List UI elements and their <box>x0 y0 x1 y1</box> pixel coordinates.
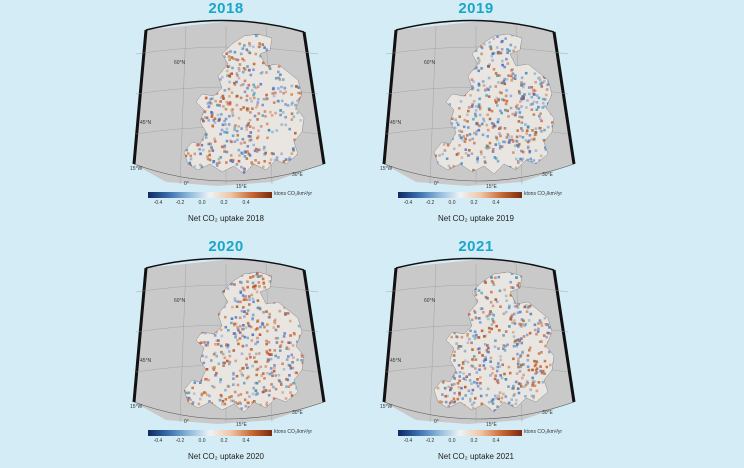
lat-label-45n: 45°N <box>390 120 402 126</box>
lon-label-15w: 15°W <box>380 166 393 172</box>
panel-year: 2018 <box>208 0 244 17</box>
lat-label-45n: 45°N <box>140 358 152 364</box>
lat-label-60n: 60°N <box>174 298 186 304</box>
colorbar-tick-label: -0.4 <box>153 200 163 206</box>
colorbar-gradient <box>148 430 272 436</box>
panel-year: 2019 <box>458 0 494 17</box>
map-panel-2021: 2021 60°N 45°N 15°W 0° 15°E 30°E ktons C… <box>376 238 576 468</box>
colorbar-tick-label: 0.4 <box>492 200 500 206</box>
lon-label-30e: 30°E <box>292 410 303 416</box>
map-panel-2020: 2020 60°N 45°N 15°W 0° 15°E 30°E ktons C… <box>126 238 326 468</box>
lon-label-0: 0° <box>184 419 189 425</box>
lon-label-15w: 15°W <box>380 404 393 410</box>
colorbar-unit: ktons CO₂/km²/yr <box>524 191 563 197</box>
colorbar-tick-label: 0.4 <box>492 438 500 444</box>
colorbar-tick-label: 0.0 <box>448 438 456 444</box>
colorbar: ktons CO₂/km²/yr -0.4 -0.2 0.0 0.2 0.4 <box>148 191 312 212</box>
colorbar-tick-label: -0.4 <box>153 438 163 444</box>
map-panel-2019: 2019 60°N 45°N 15°W 0° 15°E 30°E ktons C… <box>376 0 576 230</box>
colorbar-ticks: -0.4 -0.2 0.0 0.2 0.4 <box>398 200 522 208</box>
map-europe <box>382 19 576 186</box>
colorbar-unit: ktons CO₂/km²/yr <box>524 429 563 435</box>
lon-label-30e: 30°E <box>542 172 553 178</box>
colorbar-tick-label: 0.2 <box>220 200 228 206</box>
panel-caption: Net CO₂ uptake 2020 <box>187 452 265 461</box>
lon-label-15e: 15°E <box>236 422 247 428</box>
lon-label-30e: 30°E <box>542 410 553 416</box>
colorbar-tick-label: 0.4 <box>242 200 250 206</box>
lon-label-0: 0° <box>434 419 439 425</box>
colorbar-tick-label: 0.0 <box>198 438 206 444</box>
colorbar-ticks: -0.4 -0.2 0.0 0.2 0.4 <box>148 438 272 446</box>
colorbar-tick-label: -0.2 <box>175 438 185 444</box>
map-europe <box>132 19 326 186</box>
colorbar-tick-label: 0.0 <box>448 200 456 206</box>
map-panel-2018: 2018 60°N 45°N 15°W 0° 15°E 30°E ktons C… <box>126 0 326 230</box>
colorbar: ktons CO₂/km²/yr -0.4 -0.2 0.0 0.2 0.4 <box>398 191 562 212</box>
panel-caption: Net CO₂ uptake 2019 <box>437 214 515 223</box>
colorbar-unit: ktons CO₂/km²/yr <box>274 429 313 435</box>
colorbar-tick-label: -0.4 <box>403 200 413 206</box>
colorbar-tick-label: -0.2 <box>175 200 185 206</box>
colorbar-unit: ktons CO₂/km²/yr <box>274 191 313 197</box>
lon-label-0: 0° <box>434 181 439 187</box>
colorbar-tick-label: 0.2 <box>470 200 478 206</box>
colorbar: ktons CO₂/km²/yr -0.4 -0.2 0.0 0.2 0.4 <box>398 429 562 450</box>
colorbar-tick-label: -0.2 <box>425 200 435 206</box>
panel-year: 2021 <box>458 238 494 255</box>
colorbar-gradient <box>148 192 272 198</box>
panel-year: 2020 <box>208 238 244 255</box>
lat-label-60n: 60°N <box>174 60 186 66</box>
lon-label-15w: 15°W <box>130 166 143 172</box>
colorbar-tick-label: 0.2 <box>220 438 228 444</box>
panel-caption: Net CO₂ uptake 2018 <box>187 214 265 223</box>
lon-label-0: 0° <box>184 181 189 187</box>
colorbar-ticks: -0.4 -0.2 0.0 0.2 0.4 <box>398 438 522 446</box>
lon-label-15w: 15°W <box>130 404 143 410</box>
lat-label-45n: 45°N <box>390 358 402 364</box>
lat-label-60n: 60°N <box>424 60 436 66</box>
colorbar-tick-label: 0.2 <box>470 438 478 444</box>
panel-caption: Net CO₂ uptake 2021 <box>437 452 515 461</box>
lon-label-30e: 30°E <box>292 172 303 178</box>
colorbar-tick-label: -0.4 <box>403 438 413 444</box>
colorbar-gradient <box>398 192 522 198</box>
lat-label-45n: 45°N <box>140 120 152 126</box>
lon-label-15e: 15°E <box>486 422 497 428</box>
colorbar-tick-label: -0.2 <box>425 438 435 444</box>
colorbar: ktons CO₂/km²/yr -0.4 -0.2 0.0 0.2 0.4 <box>148 429 312 450</box>
map-europe <box>382 257 576 424</box>
colorbar-tick-label: 0.4 <box>242 438 250 444</box>
colorbar-tick-label: 0.0 <box>198 200 206 206</box>
map-europe <box>132 257 326 424</box>
colorbar-gradient <box>398 430 522 436</box>
colorbar-ticks: -0.4 -0.2 0.0 0.2 0.4 <box>148 200 272 208</box>
lon-label-15e: 15°E <box>236 184 247 190</box>
lat-label-60n: 60°N <box>424 298 436 304</box>
lon-label-15e: 15°E <box>486 184 497 190</box>
